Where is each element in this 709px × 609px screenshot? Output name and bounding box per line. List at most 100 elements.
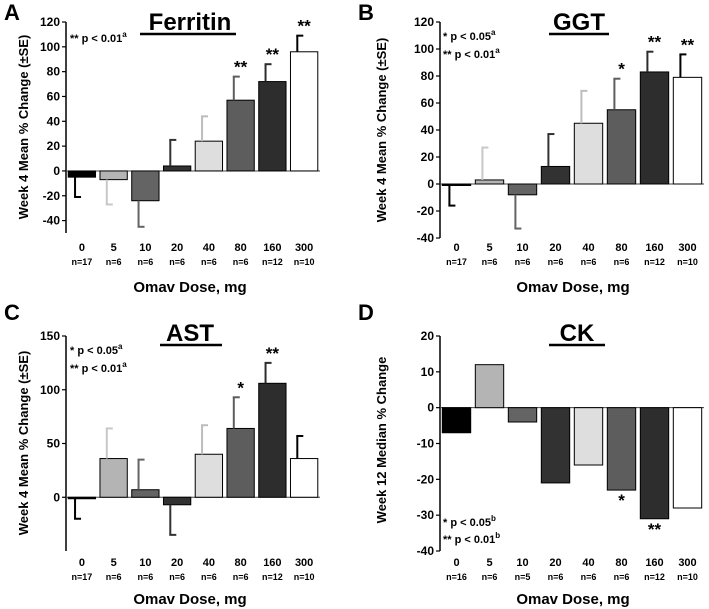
n-label: n=6: [614, 257, 630, 267]
n-label: n=10: [294, 257, 315, 267]
x-axis-title: Omav Dose, mg: [133, 279, 246, 296]
significance-legend: ** p < 0.01b: [443, 531, 500, 546]
significance-legend: * p < 0.05a: [443, 28, 496, 43]
x-tick-label: 10: [516, 557, 528, 569]
significance-marker: **: [266, 344, 280, 363]
bar-dose-80: [226, 99, 255, 172]
significance-marker: **: [681, 35, 695, 54]
x-tick-label: 20: [171, 242, 183, 254]
n-label: n=12: [262, 572, 283, 582]
x-tick-label: 40: [582, 242, 594, 254]
significance-marker: *: [618, 60, 625, 79]
significance-marker: **: [648, 520, 662, 539]
n-label: n=6: [548, 572, 564, 582]
bar-dose-160: [258, 382, 287, 498]
significance-legend: * p < 0.05b: [443, 514, 496, 529]
significance-marker: **: [648, 33, 662, 52]
bar-dose-10: [131, 170, 160, 202]
y-tick-label: 100: [40, 383, 60, 397]
bar-dose-80: [606, 407, 637, 491]
bar-dose-40: [573, 122, 604, 185]
x-tick-label: 10: [139, 557, 151, 569]
bar-dose-5: [474, 364, 505, 409]
y-tick-label: -10: [417, 437, 435, 451]
x-tick-label: 20: [549, 557, 561, 569]
y-tick-label: 40: [47, 114, 61, 128]
x-tick-label: 160: [263, 557, 281, 569]
y-tick-label: 20: [47, 139, 61, 153]
significance-legend: ** p < 0.01a: [70, 360, 127, 375]
bar-dose-10: [507, 407, 538, 423]
panel-c: C AST 0 50 100 150 0 n=17 5 n=6 10 n=6 20 n=6 40 n=6 * 80…: [4, 300, 320, 608]
y-tick-label: 40: [421, 123, 435, 137]
significance-legend: * p < 0.05a: [70, 342, 123, 357]
bar-dose-300: [672, 76, 703, 185]
x-tick-label: 40: [582, 557, 594, 569]
n-label: n=6: [581, 572, 597, 582]
bar-dose-40: [194, 453, 224, 498]
n-label: n=17: [71, 572, 92, 582]
y-tick-label: 0: [53, 164, 60, 178]
bar-dose-80: [226, 427, 255, 498]
chart-title: GGT: [553, 9, 605, 36]
x-tick-label: 0: [79, 242, 85, 254]
x-tick-label: 80: [615, 557, 627, 569]
panel-letter: D: [358, 300, 374, 325]
bar-dose-20: [540, 407, 571, 484]
bar-dose-5: [474, 179, 505, 185]
y-tick-label: 80: [421, 69, 435, 83]
n-label: n=6: [548, 257, 564, 267]
y-tick-label: 120: [40, 15, 60, 29]
n-label: n=12: [262, 257, 283, 267]
y-axis-title: Week 4 Mean % Change (±SE): [16, 351, 31, 536]
y-tick-label: -40: [417, 544, 435, 558]
x-tick-label: 0: [79, 557, 85, 569]
x-tick-label: 80: [235, 242, 247, 254]
y-tick-label: 120: [414, 15, 434, 29]
x-tick-label: 160: [263, 242, 281, 254]
y-tick-label: 0: [427, 177, 434, 191]
n-label: n=6: [201, 257, 217, 267]
n-label: n=6: [233, 257, 249, 267]
y-axis-title: Week 12 Median % Change: [374, 357, 389, 524]
n-label: n=6: [482, 572, 498, 582]
y-tick-label: 150: [40, 329, 60, 343]
bar-dose-300: [672, 407, 703, 509]
x-axis-title: Omav Dose, mg: [133, 591, 246, 608]
bar-dose-300: [289, 51, 319, 172]
y-tick-label: 80: [47, 65, 61, 79]
bar-dose-160: [639, 407, 670, 520]
y-tick-label: 100: [40, 40, 60, 54]
x-tick-label: 0: [453, 242, 459, 254]
significance-legend: ** p < 0.01a: [443, 46, 500, 61]
bar-dose-10: [507, 183, 538, 196]
n-label: n=6: [137, 572, 153, 582]
n-label: n=17: [71, 257, 92, 267]
n-label: n=12: [644, 257, 665, 267]
bar-dose-10: [131, 489, 160, 498]
n-label: n=5: [515, 572, 531, 582]
y-axis-title: Week 4 Mean % Change (±SE): [16, 35, 31, 220]
panel-b: B GGT -40 -20 0 20 40 60 80 100 120 0 n=17 5 n=6 10 n=6 2…: [358, 0, 704, 296]
bar-dose-40: [194, 140, 224, 172]
y-axis-title: Week 4 Mean % Change (±SE): [374, 38, 389, 223]
x-tick-label: 80: [235, 557, 247, 569]
x-tick-label: 20: [171, 557, 183, 569]
n-label: n=6: [201, 572, 217, 582]
chart-title: Ferritin: [149, 9, 232, 36]
n-label: n=12: [644, 572, 665, 582]
x-tick-label: 300: [295, 557, 313, 569]
x-tick-label: 5: [111, 242, 117, 254]
n-label: n=6: [614, 572, 630, 582]
significance-marker: **: [234, 58, 248, 77]
n-label: n=6: [515, 257, 531, 267]
n-label: n=6: [169, 572, 185, 582]
n-label: n=10: [677, 572, 698, 582]
y-tick-label: -20: [417, 204, 435, 218]
bar-dose-40: [573, 407, 604, 466]
n-label: n=10: [677, 257, 698, 267]
x-tick-label: 0: [453, 557, 459, 569]
n-label: n=6: [169, 257, 185, 267]
bar-dose-160: [639, 71, 670, 185]
